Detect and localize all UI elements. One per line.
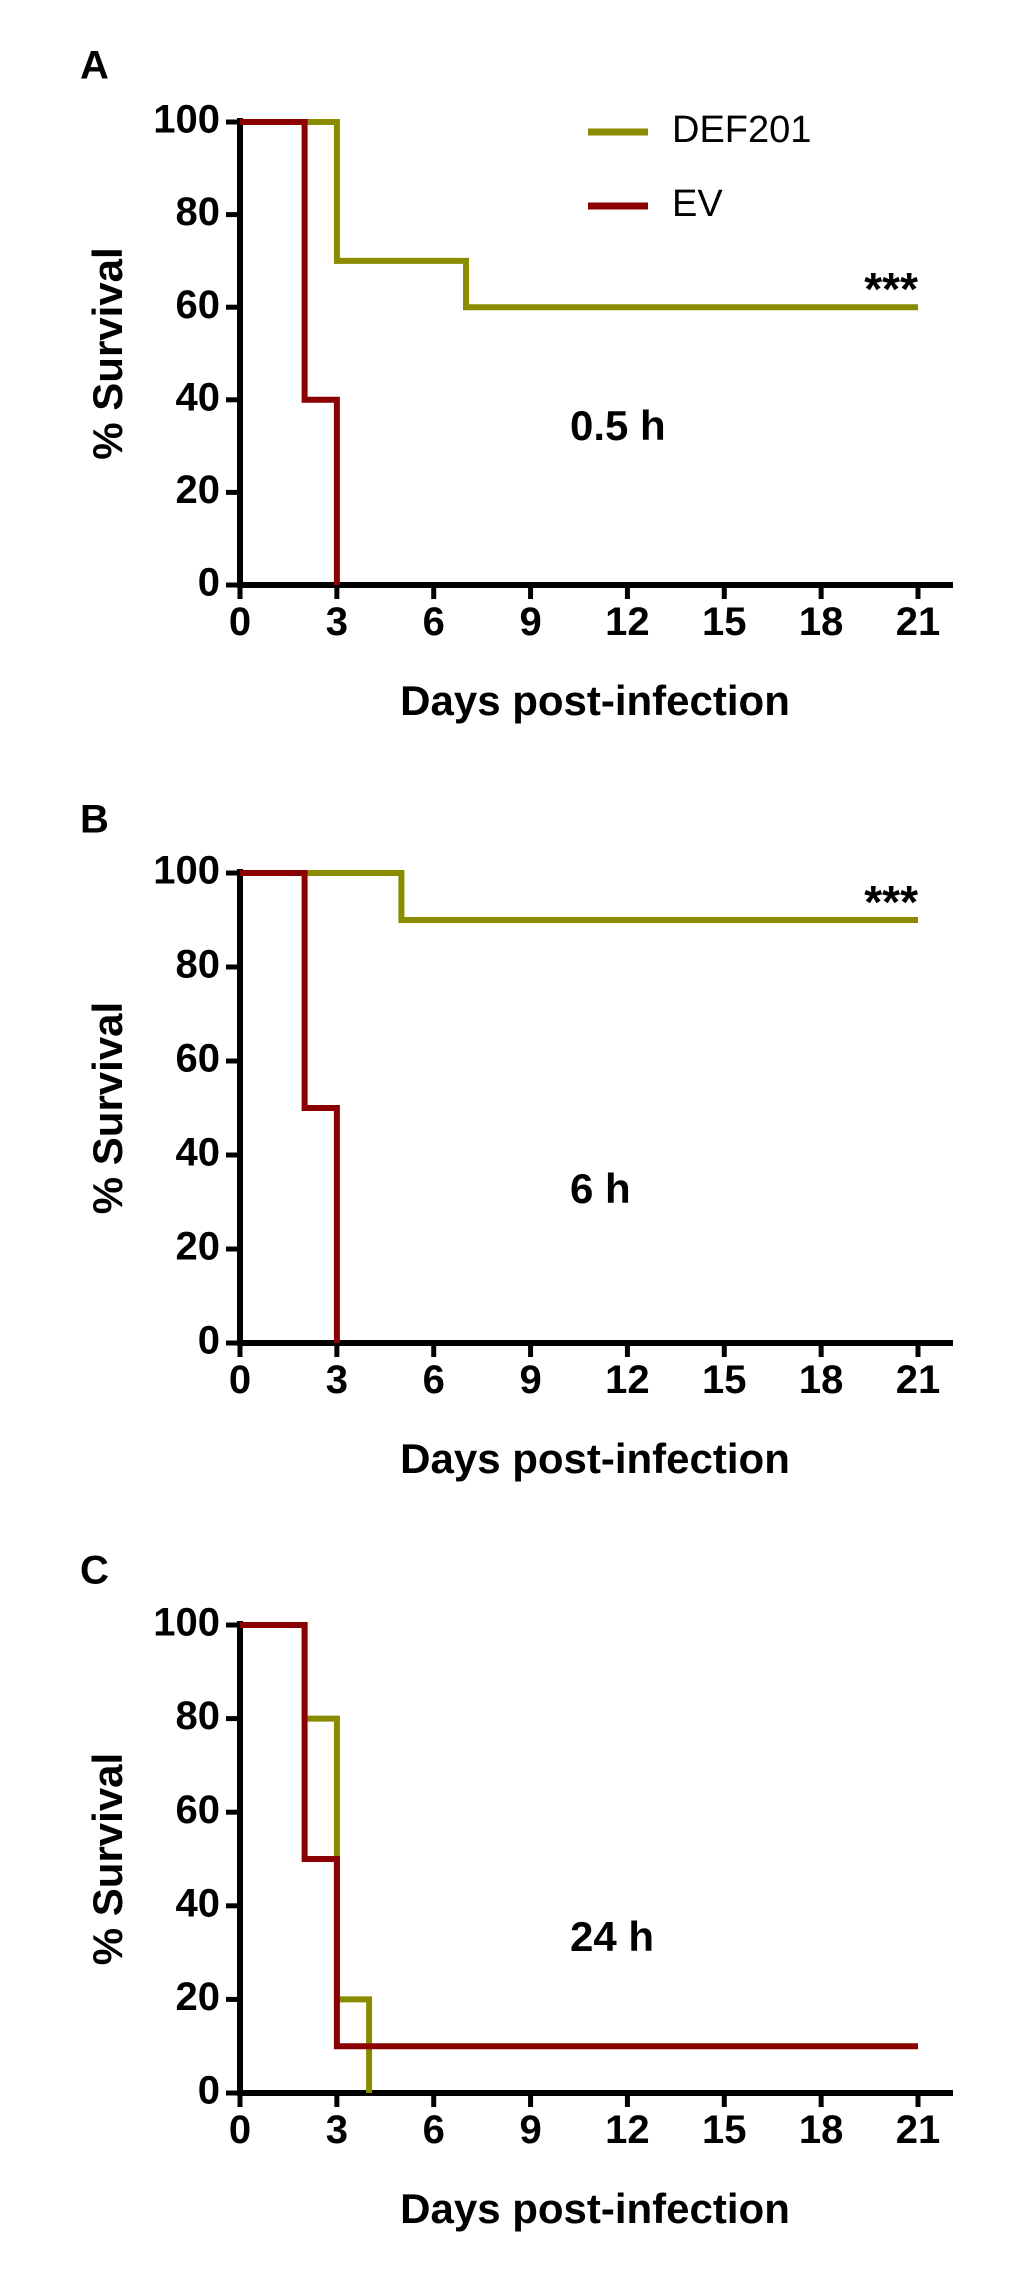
x-tick-label: 3 [326,1358,348,1402]
y-tick-label: 40 [176,375,221,419]
y-tick-label: 0 [198,2069,220,2113]
condition-label: 6 h [570,1165,631,1212]
y-tick-label: 100 [153,1601,220,1645]
y-tick-label: 0 [198,1319,220,1363]
chart-panel-b: B 0 20 40 60 80 100 0 3 6 9 12 15 18 21 Days post-infec… [80,798,953,1482]
y-tick-label: 0 [198,561,220,605]
x-axis-title: Days post-infection [400,677,790,724]
x-axis-title: Days post-infection [400,1435,790,1482]
x-tick-label: 6 [423,2108,445,2152]
x-tick-label: 21 [896,600,941,644]
x-tick-label: 12 [605,2108,650,2152]
x-tick-label: 18 [799,1358,844,1402]
panel-letter: C [80,1549,109,1593]
legend-label-ev: EV [672,183,723,225]
y-tick-label: 20 [176,468,221,512]
y-tick-label: 60 [176,1788,221,1832]
y-tick-label: 40 [176,1881,221,1925]
x-tick-label: 3 [326,600,348,644]
y-tick-label: 100 [153,98,220,142]
x-tick-label: 21 [896,1358,941,1402]
legend-label-def201: DEF201 [672,109,811,151]
series-line-ev [240,1622,918,2050]
x-tick-label: 6 [423,1358,445,1402]
y-tick-label: 80 [176,190,221,234]
condition-label: 24 h [570,1913,654,1960]
chart-panel-c: C 0 20 40 60 80 100 0 3 6 9 12 15 18 21 Days post-infec… [80,1549,953,2232]
x-tick-label: 12 [605,600,650,644]
x-axis-title: Days post-infection [400,2185,790,2232]
x-tick-label: 0 [229,600,251,644]
y-axis-title: % Survival [84,1002,131,1214]
significance-marker: *** [864,263,918,315]
x-tick-label: 0 [229,2108,251,2152]
y-tick-label: 60 [176,283,221,327]
y-tick-label: 80 [176,943,221,987]
y-axis-title: % Survival [84,1753,131,1965]
y-tick-label: 40 [176,1131,221,1175]
x-tick-label: 18 [799,2108,844,2152]
x-tick-label: 9 [519,1358,541,1402]
x-tick-label: 15 [702,600,747,644]
series-line-ev [240,870,340,1343]
y-tick-label: 60 [176,1037,221,1081]
x-tick-label: 9 [519,2108,541,2152]
series-line-ev [240,119,340,585]
y-tick-label: 20 [176,1225,221,1269]
condition-label: 0.5 h [570,402,666,449]
x-tick-label: 3 [326,2108,348,2152]
series-line-def201 [240,119,918,311]
y-tick-label: 100 [153,849,220,893]
x-tick-label: 0 [229,1358,251,1402]
chart-panel-a: A 0 20 40 60 80 100 0 3 6 9 12 15 18 21 Days post-infec… [80,44,953,724]
x-tick-label: 21 [896,2108,941,2152]
significance-marker: *** [864,876,918,928]
x-tick-label: 9 [519,600,541,644]
series-line-def201 [240,870,918,923]
x-tick-label: 15 [702,1358,747,1402]
x-tick-label: 6 [423,600,445,644]
x-tick-label: 12 [605,1358,650,1402]
legend: DEF201 EV [588,109,811,225]
y-tick-label: 80 [176,1694,221,1738]
panel-letter: A [80,44,109,88]
x-tick-label: 18 [799,600,844,644]
y-tick-label: 20 [176,1975,221,2019]
y-axis-title: % Survival [84,247,131,459]
panel-letter: B [80,798,109,842]
x-tick-label: 15 [702,2108,747,2152]
